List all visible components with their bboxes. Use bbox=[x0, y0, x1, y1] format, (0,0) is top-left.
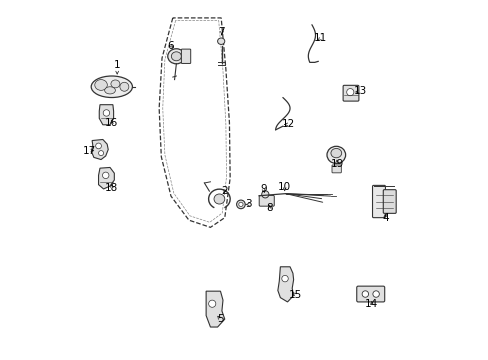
Circle shape bbox=[96, 143, 101, 149]
Text: 19: 19 bbox=[330, 159, 343, 169]
FancyBboxPatch shape bbox=[181, 49, 190, 63]
Text: 11: 11 bbox=[313, 33, 326, 43]
Polygon shape bbox=[206, 291, 224, 327]
Text: 5: 5 bbox=[216, 314, 223, 324]
Text: 6: 6 bbox=[167, 41, 174, 50]
Text: 10: 10 bbox=[278, 182, 291, 192]
FancyBboxPatch shape bbox=[331, 165, 341, 173]
Ellipse shape bbox=[167, 49, 184, 64]
Circle shape bbox=[208, 300, 215, 307]
Text: 14: 14 bbox=[365, 300, 378, 310]
Ellipse shape bbox=[326, 146, 345, 163]
Polygon shape bbox=[91, 139, 108, 159]
Text: 16: 16 bbox=[105, 118, 118, 128]
Text: 15: 15 bbox=[288, 290, 302, 300]
Circle shape bbox=[99, 150, 103, 156]
Ellipse shape bbox=[111, 80, 120, 88]
FancyBboxPatch shape bbox=[259, 195, 274, 206]
Text: 13: 13 bbox=[353, 86, 366, 96]
FancyBboxPatch shape bbox=[356, 286, 384, 302]
Circle shape bbox=[372, 291, 379, 297]
Ellipse shape bbox=[330, 148, 341, 158]
Circle shape bbox=[362, 291, 368, 297]
Circle shape bbox=[346, 89, 353, 96]
Polygon shape bbox=[99, 105, 113, 125]
Circle shape bbox=[103, 110, 109, 116]
FancyBboxPatch shape bbox=[372, 185, 385, 218]
Polygon shape bbox=[277, 267, 293, 302]
Ellipse shape bbox=[104, 87, 115, 94]
Ellipse shape bbox=[217, 38, 224, 44]
Circle shape bbox=[238, 202, 243, 207]
Text: 7: 7 bbox=[218, 27, 225, 37]
Text: 9: 9 bbox=[260, 184, 266, 194]
Ellipse shape bbox=[91, 76, 132, 98]
Text: 2: 2 bbox=[221, 186, 227, 196]
FancyBboxPatch shape bbox=[343, 85, 358, 101]
Ellipse shape bbox=[214, 194, 224, 204]
Circle shape bbox=[102, 172, 109, 179]
Circle shape bbox=[281, 275, 287, 282]
Text: 18: 18 bbox=[105, 183, 118, 193]
Text: 8: 8 bbox=[266, 203, 272, 213]
Polygon shape bbox=[99, 167, 114, 189]
Circle shape bbox=[236, 200, 244, 209]
Circle shape bbox=[261, 191, 268, 198]
Ellipse shape bbox=[95, 80, 107, 90]
Text: 4: 4 bbox=[381, 213, 388, 223]
Ellipse shape bbox=[120, 82, 128, 91]
Text: 12: 12 bbox=[281, 120, 294, 129]
FancyBboxPatch shape bbox=[383, 190, 395, 213]
Text: 3: 3 bbox=[245, 199, 252, 210]
Text: 1: 1 bbox=[114, 60, 120, 74]
Text: 17: 17 bbox=[83, 145, 96, 156]
Ellipse shape bbox=[171, 52, 181, 61]
